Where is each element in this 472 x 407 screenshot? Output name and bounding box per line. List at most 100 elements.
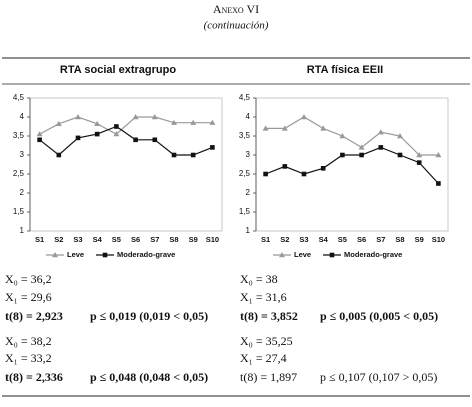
p-value: p ≤ 0,019 (0,019 < 0,05) <box>90 309 208 323</box>
point <box>436 181 441 186</box>
point <box>397 152 403 158</box>
x-tick-label: S8 <box>395 235 404 244</box>
legend-label: Leve <box>67 250 84 259</box>
series-line <box>39 116 213 135</box>
t-stat: t(8) = 2,923 <box>5 309 63 323</box>
point <box>416 160 422 165</box>
x-tick-label: S10 <box>206 235 219 244</box>
x-tick-label: S8 <box>169 235 178 244</box>
point <box>171 152 177 158</box>
point <box>113 131 120 137</box>
point <box>56 152 62 158</box>
point <box>75 114 81 120</box>
y-tick-label: 3 <box>20 150 25 159</box>
legend-label: Moderado-grave <box>117 250 175 259</box>
point <box>340 152 345 158</box>
mean-0: X₀ = 38,2 <box>5 334 52 348</box>
point <box>55 120 62 127</box>
x-tick-label: S4 <box>93 235 103 244</box>
mean-1: X₁ = 33,2 <box>5 351 52 365</box>
point <box>301 114 307 120</box>
y-tick-label: 3,5 <box>13 131 25 140</box>
y-tick-label: 2 <box>246 188 251 197</box>
y-tick-label: 1 <box>20 226 25 235</box>
point <box>378 145 384 150</box>
y-tick-label: 2 <box>20 188 25 197</box>
point <box>132 114 139 120</box>
x-tick-label: S3 <box>73 235 82 244</box>
point <box>359 152 364 158</box>
legend-marker <box>329 252 335 258</box>
point <box>94 131 100 137</box>
y-tick-label: 1,5 <box>13 207 25 216</box>
point <box>152 137 158 143</box>
y-tick-label: 4 <box>20 112 25 121</box>
point <box>36 131 43 137</box>
plot-frame <box>29 97 223 232</box>
legend-marker <box>279 252 285 258</box>
mean-0: X₀ = 36,2 <box>5 272 52 286</box>
y-tick-label: 3,5 <box>239 131 251 140</box>
header-subtitle: (continuación) <box>204 20 269 32</box>
point <box>262 125 269 131</box>
point <box>151 114 158 120</box>
point <box>320 125 327 131</box>
y-tick-label: 4,5 <box>13 93 25 102</box>
y-tick-label: 4 <box>246 112 251 121</box>
x-tick-label: S1 <box>261 235 270 244</box>
mean-1: X₁ = 27,4 <box>240 351 287 365</box>
point <box>320 166 326 171</box>
header-title: Anexo VI <box>213 2 259 16</box>
point <box>133 137 138 143</box>
t-stat: t(8) = 2,336 <box>5 370 63 384</box>
series-line <box>265 116 439 156</box>
legend-label: Moderado-grave <box>344 250 402 259</box>
point <box>397 133 403 139</box>
x-tick-label: S9 <box>415 235 424 244</box>
point <box>94 120 101 127</box>
y-tick-label: 4,5 <box>239 93 251 102</box>
series-line <box>265 146 439 184</box>
point <box>75 135 81 141</box>
point <box>339 133 346 139</box>
y-tick-label: 1,5 <box>239 207 251 216</box>
y-tick-label: 2,5 <box>13 169 25 178</box>
x-tick-label: S7 <box>150 235 159 244</box>
point <box>171 119 177 125</box>
x-tick-label: S6 <box>131 235 140 244</box>
point <box>190 152 196 158</box>
p-value: p ≤ 0,107 (0,107 > 0,05) <box>320 370 437 384</box>
point <box>209 119 216 125</box>
x-tick-label: S5 <box>338 235 347 244</box>
point <box>190 119 197 125</box>
point <box>281 125 288 131</box>
chart-title: RTA física EEII <box>307 64 383 76</box>
p-value: p ≤ 0,048 (0,048 < 0,05) <box>90 370 208 384</box>
x-tick-label: S1 <box>35 235 44 244</box>
x-tick-label: S2 <box>280 235 289 244</box>
point <box>282 164 288 169</box>
point <box>263 171 268 177</box>
x-tick-label: S3 <box>299 235 308 244</box>
x-tick-label: S9 <box>189 235 198 244</box>
point <box>301 171 307 177</box>
x-tick-label: S7 <box>376 235 385 244</box>
t-stat: t(8) = 1,897 <box>240 370 297 384</box>
x-tick-label: S2 <box>54 235 63 244</box>
legend-label: Leve <box>294 250 311 259</box>
x-tick-label: S10 <box>432 235 445 244</box>
point <box>435 152 442 158</box>
point <box>416 152 423 158</box>
x-tick-label: S5 <box>112 235 121 244</box>
y-tick-label: 2,5 <box>239 169 251 178</box>
mean-0: X₀ = 35,25 <box>240 334 293 348</box>
mean-1: X₁ = 31,6 <box>240 290 287 304</box>
legend-marker <box>102 252 108 258</box>
y-tick-label: 1 <box>246 226 251 235</box>
point <box>358 144 365 150</box>
y-tick-label: 3 <box>246 150 251 159</box>
x-tick-label: S4 <box>319 235 329 244</box>
mean-1: X₁ = 29,6 <box>5 290 52 304</box>
point <box>114 124 119 129</box>
